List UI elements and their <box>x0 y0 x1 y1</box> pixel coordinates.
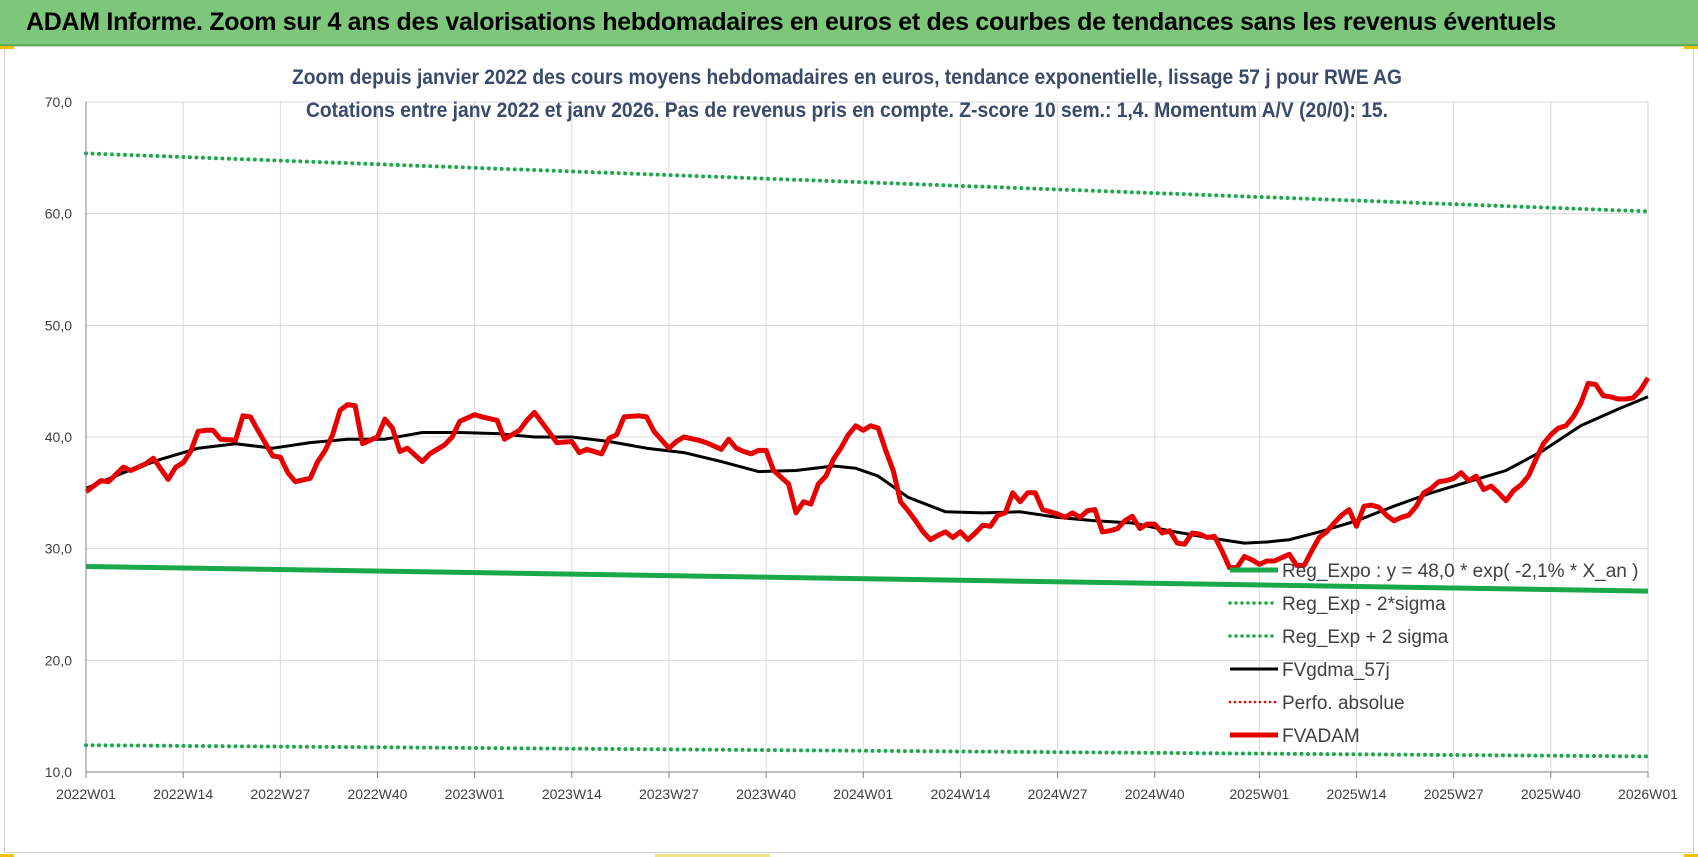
legend-label: Reg_Expo : y = 48,0 * exp( -2,1% * X_an … <box>1282 561 1638 582</box>
y-tick-label: 50,0 <box>45 317 72 333</box>
y-tick-label: 40,0 <box>45 429 72 445</box>
x-tick-label: 2023W01 <box>445 786 505 802</box>
legend: Reg_Expo : y = 48,0 * exp( -2,1% * X_an … <box>1228 561 1638 747</box>
legend-label: Perfo. absolue <box>1282 693 1405 714</box>
y-tick-label: 30,0 <box>45 541 72 557</box>
series-line-0 <box>85 564 1649 594</box>
legend-label: Reg_Exp - 2*sigma <box>1282 594 1446 615</box>
x-tick-label: 2023W27 <box>639 786 699 802</box>
banner-title: ADAM Informe. Zoom sur 4 ans des valoris… <box>26 8 1556 36</box>
x-tick-label: 2026W01 <box>1618 786 1678 802</box>
chart-area <box>4 46 1694 853</box>
y-tick-label: 60,0 <box>45 206 72 222</box>
legend-label: FVgdma_57j <box>1282 660 1390 681</box>
series-line-1 <box>84 743 1650 759</box>
corner-marker <box>0 46 14 49</box>
series-line-2 <box>84 151 1650 214</box>
x-tick-label: 2025W01 <box>1229 786 1289 802</box>
legend-label: FVADAM <box>1282 726 1360 747</box>
chart-title: Zoom depuis janvier 2022 des cours moyen… <box>292 66 1402 89</box>
chart-subtitle: Cotations entre janv 2022 et janv 2026. … <box>306 99 1388 122</box>
x-tick-label: 2025W40 <box>1521 786 1581 802</box>
x-tick-label: 2022W01 <box>56 786 116 802</box>
x-tick-label: 2024W27 <box>1028 786 1088 802</box>
series-lines <box>84 151 1651 759</box>
axes: 10,0 20,0 30,0 40,0 50,0 60,0 70,0 2022W01 2022W… <box>45 94 1678 802</box>
grid-lines <box>85 101 1649 773</box>
y-tick-label: 70,0 <box>45 94 72 110</box>
x-tick-label: 2022W40 <box>348 786 408 802</box>
x-tick-label: 2023W40 <box>736 786 796 802</box>
x-tick-label: 2023W14 <box>542 786 602 802</box>
y-tick-label: 20,0 <box>45 652 72 668</box>
x-tick-label: 2024W14 <box>930 786 990 802</box>
corner-marker <box>1684 46 1698 49</box>
x-tick-label: 2022W27 <box>250 786 310 802</box>
y-tick-label: 10,0 <box>45 764 72 780</box>
x-tick-label: 2022W14 <box>153 786 213 802</box>
legend-label: Reg_Exp + 2 sigma <box>1282 627 1449 648</box>
title-banner: ADAM Informe. Zoom sur 4 ans des valoris… <box>0 0 1698 46</box>
corner-marker <box>0 854 14 857</box>
series-line-3 <box>85 395 1649 545</box>
x-tick-label: 2024W01 <box>833 786 893 802</box>
x-tick-label: 2024W40 <box>1125 786 1185 802</box>
corner-marker <box>1684 854 1698 857</box>
corner-marker <box>655 854 770 857</box>
x-tick-label: 2025W14 <box>1327 786 1387 802</box>
series-line-5 <box>84 376 1651 571</box>
x-tick-label: 2025W27 <box>1424 786 1484 802</box>
